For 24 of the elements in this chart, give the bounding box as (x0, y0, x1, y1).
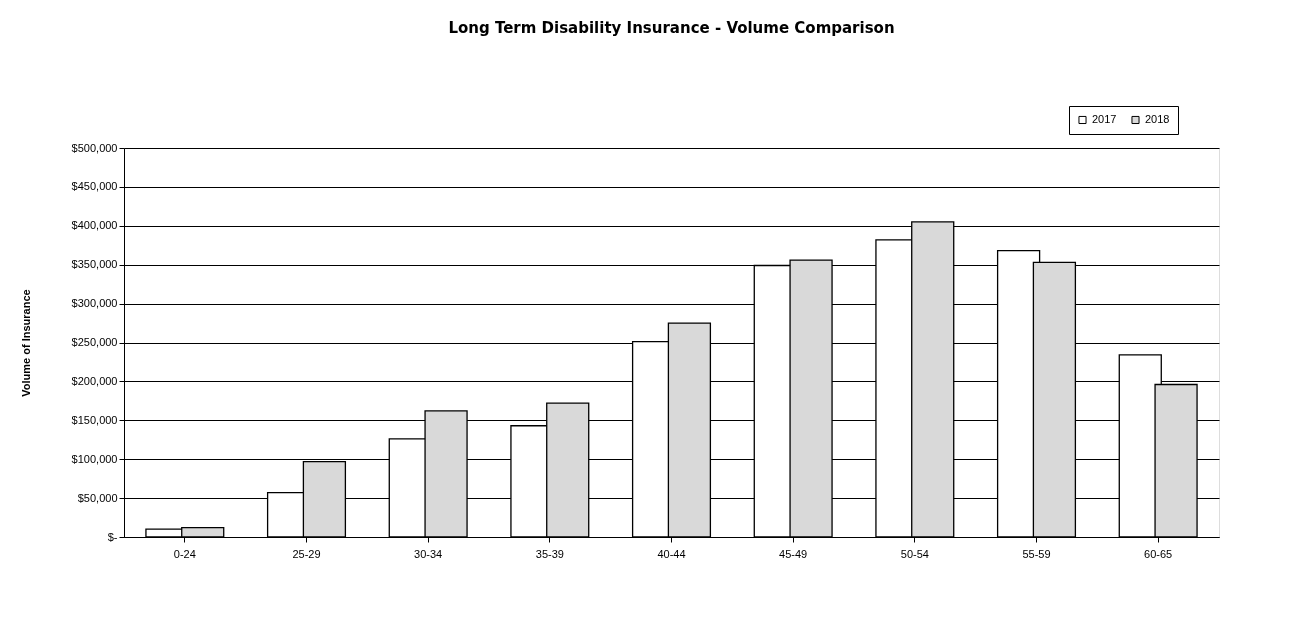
x-tick-label: 0-24 (173, 547, 196, 560)
x-tick-label: 35-39 (535, 547, 564, 560)
y-tick-label: $100,000 (71, 452, 118, 465)
x-tick-label: 55-59 (1022, 547, 1051, 560)
y-tick-label: $350,000 (71, 258, 118, 271)
y-tick-label: $250,000 (71, 336, 118, 348)
y-tick-label: $150,000 (71, 413, 118, 426)
y-tick-label: $50,000 (77, 491, 118, 504)
y-tick-label: $300,000 (71, 297, 118, 310)
x-tick-label: 60-65 (1144, 547, 1173, 560)
x-tick-label: 30-34 (414, 547, 443, 560)
chart-title: Long Term Disability Insurance - Volume Comparison (448, 18, 895, 37)
y-tick-label: $500,000 (71, 141, 118, 154)
x-tick-label: 45-49 (779, 547, 808, 560)
legend-label: 2018 (1145, 112, 1170, 125)
x-tick-label: 40-44 (657, 547, 686, 560)
x-tick-label: 50-54 (900, 547, 929, 560)
y-tick-label: $450,000 (71, 180, 118, 193)
y-tick-label: $- (107, 530, 118, 543)
x-tick-label: 25-29 (292, 547, 321, 560)
y-axis-title: Volume of Insurance (19, 289, 32, 397)
y-tick-label: $200,000 (71, 374, 118, 387)
legend-label: 2017 (1092, 112, 1117, 125)
y-tick-label: $400,000 (71, 219, 118, 232)
